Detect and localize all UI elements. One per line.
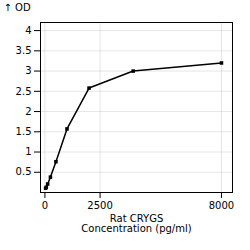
svg-text:2.5: 2.5 [16,86,32,97]
svg-text:3.5: 3.5 [16,45,32,56]
svg-text:3: 3 [25,65,31,76]
svg-text:2: 2 [25,106,31,117]
svg-text:2500: 2500 [87,200,112,211]
svg-text:4: 4 [25,25,31,36]
svg-text:0: 0 [42,200,48,211]
svg-text:1: 1 [25,146,31,157]
svg-text:0.5: 0.5 [16,166,32,177]
svg-text:8000: 8000 [209,200,234,211]
svg-text:Rat CRYGSConcentration (pg/ml): Rat CRYGSConcentration (pg/ml) [81,213,191,234]
svg-text:1.5: 1.5 [16,126,32,137]
svg-text:↑ OD: ↑ OD [4,2,31,13]
